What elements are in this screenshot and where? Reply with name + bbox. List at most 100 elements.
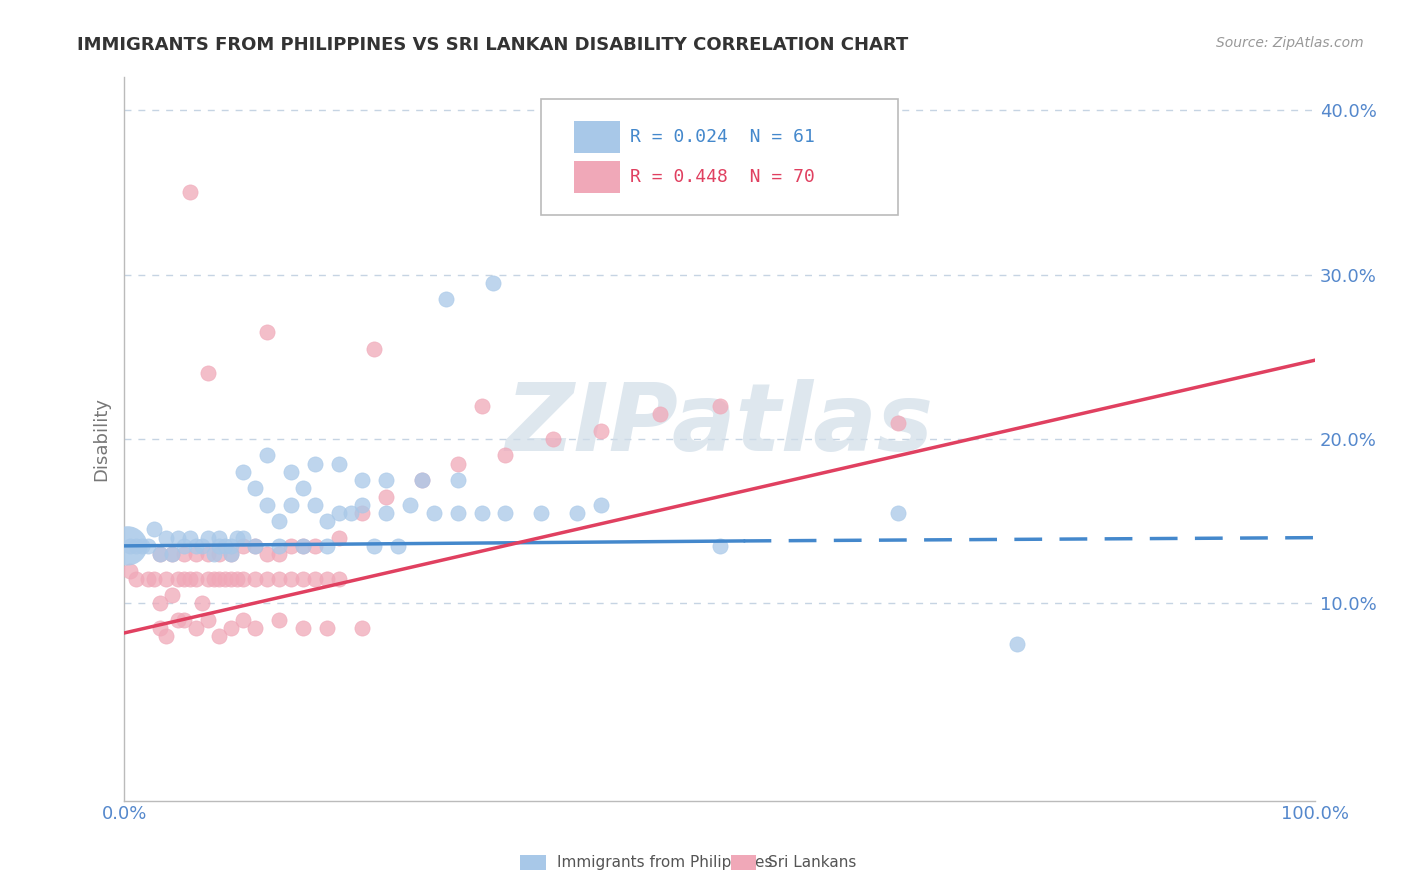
Point xyxy=(190,539,212,553)
Point xyxy=(267,613,290,627)
Point xyxy=(352,506,374,520)
Point xyxy=(470,506,492,520)
Point xyxy=(650,408,672,422)
Point xyxy=(363,539,385,553)
Point xyxy=(184,621,207,635)
Point xyxy=(136,539,159,553)
Point xyxy=(304,457,326,471)
Point xyxy=(221,547,243,561)
Point xyxy=(291,539,314,553)
Point xyxy=(179,186,201,200)
Point xyxy=(267,514,290,528)
Point xyxy=(197,613,219,627)
Point xyxy=(173,613,195,627)
Point xyxy=(375,490,398,504)
Point xyxy=(166,572,188,586)
Point xyxy=(541,432,564,446)
Point xyxy=(197,531,219,545)
Point xyxy=(267,539,290,553)
Point xyxy=(202,572,225,586)
Point xyxy=(245,621,267,635)
Point xyxy=(399,498,422,512)
Point xyxy=(149,621,172,635)
Point xyxy=(160,547,183,561)
FancyBboxPatch shape xyxy=(541,99,898,215)
Point xyxy=(190,596,212,610)
Point xyxy=(887,416,910,430)
Point xyxy=(226,531,249,545)
Point xyxy=(352,498,374,512)
Text: Source: ZipAtlas.com: Source: ZipAtlas.com xyxy=(1216,36,1364,50)
Point xyxy=(226,572,249,586)
Y-axis label: Disability: Disability xyxy=(93,397,110,481)
Point xyxy=(375,473,398,487)
Point xyxy=(179,572,201,586)
Point xyxy=(202,547,225,561)
Point xyxy=(280,539,302,553)
Point xyxy=(280,465,302,479)
Point xyxy=(184,572,207,586)
Point xyxy=(352,473,374,487)
Point xyxy=(434,293,457,307)
Point xyxy=(315,572,337,586)
Point xyxy=(291,539,314,553)
Point xyxy=(256,449,278,463)
Point xyxy=(173,539,195,553)
Point xyxy=(184,539,207,553)
Point xyxy=(256,572,278,586)
Point xyxy=(120,539,142,553)
Point xyxy=(411,473,433,487)
Text: IMMIGRANTS FROM PHILIPPINES VS SRI LANKAN DISABILITY CORRELATION CHART: IMMIGRANTS FROM PHILIPPINES VS SRI LANKA… xyxy=(77,36,908,54)
Point xyxy=(447,457,470,471)
FancyBboxPatch shape xyxy=(575,120,620,153)
Point xyxy=(304,572,326,586)
Point xyxy=(143,572,166,586)
Text: Sri Lankans: Sri Lankans xyxy=(768,855,856,870)
Point xyxy=(149,596,172,610)
Point xyxy=(494,506,516,520)
Point xyxy=(232,613,254,627)
Point xyxy=(166,531,188,545)
Text: R = 0.448  N = 70: R = 0.448 N = 70 xyxy=(630,168,815,186)
Point xyxy=(232,465,254,479)
Point xyxy=(160,547,183,561)
Point xyxy=(315,621,337,635)
Point xyxy=(304,539,326,553)
Point xyxy=(208,539,231,553)
Point xyxy=(197,366,219,380)
Point xyxy=(1007,638,1029,652)
Point xyxy=(447,506,470,520)
Point xyxy=(589,424,612,438)
Point xyxy=(280,498,302,512)
Point xyxy=(709,399,731,413)
Point xyxy=(411,473,433,487)
FancyBboxPatch shape xyxy=(575,161,620,194)
Point xyxy=(363,342,385,356)
Point xyxy=(155,629,177,643)
Point xyxy=(267,572,290,586)
Point xyxy=(197,572,219,586)
Point xyxy=(125,539,148,553)
Point xyxy=(565,506,588,520)
Point xyxy=(160,588,183,602)
Point xyxy=(221,572,243,586)
Point xyxy=(149,547,172,561)
Point xyxy=(208,531,231,545)
Point xyxy=(232,539,254,553)
Point xyxy=(245,539,267,553)
Point xyxy=(339,506,361,520)
Point xyxy=(208,547,231,561)
Point xyxy=(291,481,314,495)
Point xyxy=(375,506,398,520)
Point xyxy=(143,523,166,537)
Point xyxy=(256,325,278,339)
Point xyxy=(214,539,236,553)
Point xyxy=(328,506,350,520)
Point xyxy=(328,531,350,545)
Point xyxy=(245,539,267,553)
Point xyxy=(352,621,374,635)
Text: Immigrants from Philippines: Immigrants from Philippines xyxy=(557,855,772,870)
Point xyxy=(214,572,236,586)
Point xyxy=(887,506,910,520)
Point xyxy=(117,539,139,553)
